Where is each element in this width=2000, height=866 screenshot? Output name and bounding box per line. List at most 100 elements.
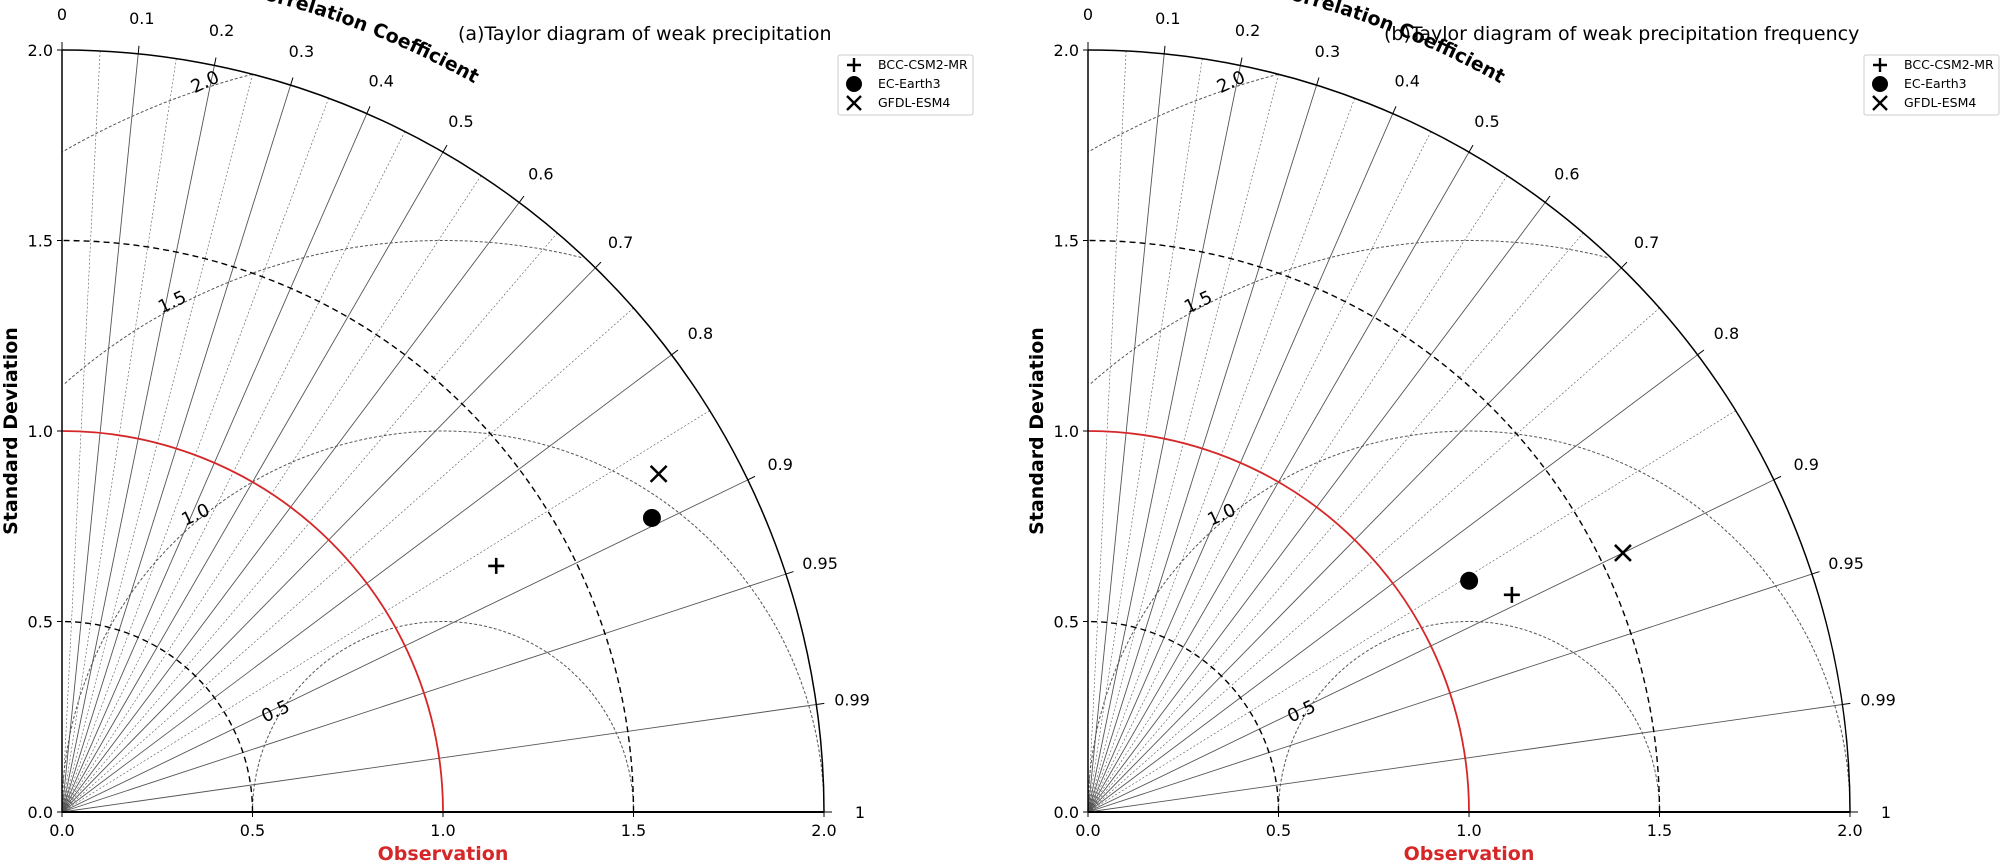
legend-marker-bcc-csm2-mr bbox=[847, 58, 861, 72]
rms-label-1.0: 1.0 bbox=[1204, 500, 1239, 531]
correlation-axis-title: Correlation Coefficient bbox=[249, 0, 483, 88]
panel-title: (a)Taylor diagram of weak precipitation bbox=[458, 23, 832, 45]
corr-tick-mark bbox=[1811, 571, 1820, 575]
corr-tick-label-0.6: 0.6 bbox=[528, 165, 553, 184]
reference-std-arc bbox=[61, 430, 444, 813]
corr-tick-mark bbox=[1316, 77, 1320, 86]
rms-contour-0.5 bbox=[1278, 621, 1660, 812]
legend-label-ec-earth3: EC-Earth3 bbox=[878, 76, 941, 91]
x-axis-label: Observation bbox=[378, 843, 509, 861]
legend: BCC-CSM2-MR EC-Earth3 GFDL-ESM4 bbox=[837, 54, 974, 116]
corr-tick-mark bbox=[1773, 475, 1782, 481]
corr-tick-label-0.6: 0.6 bbox=[1554, 165, 1579, 184]
corr-tick-mark bbox=[137, 45, 140, 54]
corr-tick-mark bbox=[671, 349, 679, 356]
std-arc-1.5 bbox=[61, 239, 635, 813]
y-axis-label: Standard Deviation bbox=[1026, 327, 1048, 535]
x-tick-label-1.0: 1.0 bbox=[1456, 821, 1481, 840]
corr-tick-mark bbox=[1842, 702, 1851, 706]
legend-label-bcc-csm2-mr: BCC-CSM2-MR bbox=[878, 57, 968, 72]
corr-tick-label-0.9: 0.9 bbox=[1793, 455, 1818, 474]
corr-tick-label-0.3: 0.3 bbox=[1315, 42, 1340, 61]
point-gfdl-esm4 bbox=[649, 464, 668, 483]
point-bcc-csm2-mr bbox=[1503, 586, 1520, 603]
x-tick-label-0.5: 0.5 bbox=[1266, 821, 1291, 840]
corr-tick-label-0.99: 0.99 bbox=[1860, 690, 1896, 709]
std-arc-0.5 bbox=[61, 620, 254, 813]
corr-tick-mark bbox=[816, 702, 825, 706]
corr-tick-label-0.1: 0.1 bbox=[1155, 9, 1180, 28]
rms-label-1.5: 1.5 bbox=[1181, 287, 1216, 318]
corr-tick-mark bbox=[595, 261, 602, 269]
rms-contour-2.0 bbox=[1087, 73, 1279, 153]
corr-tick-label-0.4: 0.4 bbox=[368, 72, 393, 91]
y-tick-label-1.5: 1.5 bbox=[1054, 232, 1079, 251]
y-tick-label-0.5: 0.5 bbox=[28, 613, 53, 632]
corr-tick-mark bbox=[1163, 45, 1166, 54]
corr-tick-mark bbox=[1468, 144, 1474, 153]
corr-tick-mark bbox=[747, 475, 756, 481]
rms-contours: 0.5 1.0 1.5 2.0 bbox=[61, 67, 825, 812]
corr-tick-label-0.95: 0.95 bbox=[1828, 554, 1864, 573]
rms-contour-1.0 bbox=[61, 430, 825, 812]
rms-label-2.0: 2.0 bbox=[1214, 67, 1249, 98]
corr-tick-label-0.9: 0.9 bbox=[767, 455, 792, 474]
legend-label-bcc-csm2-mr: BCC-CSM2-MR bbox=[1904, 57, 1994, 72]
x-tick-label-2.0: 2.0 bbox=[1837, 821, 1862, 840]
x-tick-label-0.5: 0.5 bbox=[240, 821, 265, 840]
corr-tick-label-0.8: 0.8 bbox=[688, 324, 713, 343]
taylor-panel-a: (a)Taylor diagram of weak precipitation 0… bbox=[0, 0, 974, 865]
point-bcc-csm2-mr bbox=[488, 557, 505, 574]
corr-tick-label-0.3: 0.3 bbox=[289, 42, 314, 61]
x-tick-label-1.5: 1.5 bbox=[1647, 821, 1672, 840]
corr-tick-label-0.2: 0.2 bbox=[1235, 21, 1260, 40]
reference-std-arc bbox=[1087, 430, 1470, 813]
corr-tick-mark bbox=[518, 195, 525, 203]
outer-arc bbox=[1087, 49, 1851, 813]
x-tick-label-0.0: 0.0 bbox=[1075, 821, 1100, 840]
corr-tick-mark bbox=[1621, 261, 1628, 269]
outer-arc bbox=[61, 49, 825, 813]
legend-marker-ec-earth3 bbox=[846, 76, 862, 92]
corr-tick-label-1: 1 bbox=[1881, 803, 1891, 822]
corr-tick-label-0: 0 bbox=[1083, 5, 1093, 24]
model-points bbox=[488, 464, 668, 574]
rms-contour-2.0 bbox=[61, 73, 253, 153]
correlation-axis-title-text: Correlation Coefficient bbox=[249, 0, 483, 88]
legend: BCC-CSM2-MR EC-Earth3 GFDL-ESM4 bbox=[1863, 54, 2000, 116]
corr-tick-label-0.7: 0.7 bbox=[608, 233, 633, 252]
corr-tick-mark bbox=[1544, 195, 1551, 203]
corr-tick-label-0.95: 0.95 bbox=[802, 554, 838, 573]
corr-tick-mark bbox=[785, 571, 794, 575]
corr-tick-label-0.2: 0.2 bbox=[209, 21, 234, 40]
rms-contour-1.5 bbox=[63, 240, 582, 385]
y-tick-label-2.0: 2.0 bbox=[1054, 41, 1079, 60]
y-tick-label-1.0: 1.0 bbox=[28, 422, 53, 441]
taylor-panel-b: (b)Taylor diagram of weak precipitation … bbox=[1026, 0, 2000, 865]
legend-marker-gfdl-esm4 bbox=[1872, 95, 1888, 111]
y-tick-label-1.5: 1.5 bbox=[28, 232, 53, 251]
point-gfdl-esm4 bbox=[1614, 544, 1632, 562]
y-tick-label-1.0: 1.0 bbox=[1054, 422, 1079, 441]
x-tick-label-2.0: 2.0 bbox=[811, 821, 836, 840]
corr-tick-label-0.7: 0.7 bbox=[1634, 233, 1659, 252]
rms-contour-1.5 bbox=[1089, 240, 1608, 385]
corr-tick-label-0.1: 0.1 bbox=[129, 9, 154, 28]
legend-label-ec-earth3: EC-Earth3 bbox=[1904, 76, 1967, 91]
x-tick-label-1.5: 1.5 bbox=[621, 821, 646, 840]
std-arc-1.5 bbox=[1087, 239, 1661, 813]
point-ec-earth3 bbox=[642, 508, 661, 527]
corr-tick-mark bbox=[1392, 106, 1397, 114]
y-axis-label: Standard Deviation bbox=[0, 327, 22, 535]
legend-marker-ec-earth3 bbox=[1872, 76, 1888, 92]
y-tick-label-0.0: 0.0 bbox=[28, 803, 53, 822]
corr-tick-mark bbox=[213, 57, 217, 66]
std-arc-0.5 bbox=[1087, 620, 1280, 813]
corr-tick-mark bbox=[1239, 57, 1243, 66]
x-tick-label-0.0: 0.0 bbox=[49, 821, 74, 840]
legend-label-gfdl-esm4: GFDL-ESM4 bbox=[878, 95, 950, 110]
legend-box bbox=[837, 54, 974, 116]
rms-label-1.5: 1.5 bbox=[155, 287, 190, 318]
rms-contour-1.0 bbox=[1087, 430, 1851, 812]
